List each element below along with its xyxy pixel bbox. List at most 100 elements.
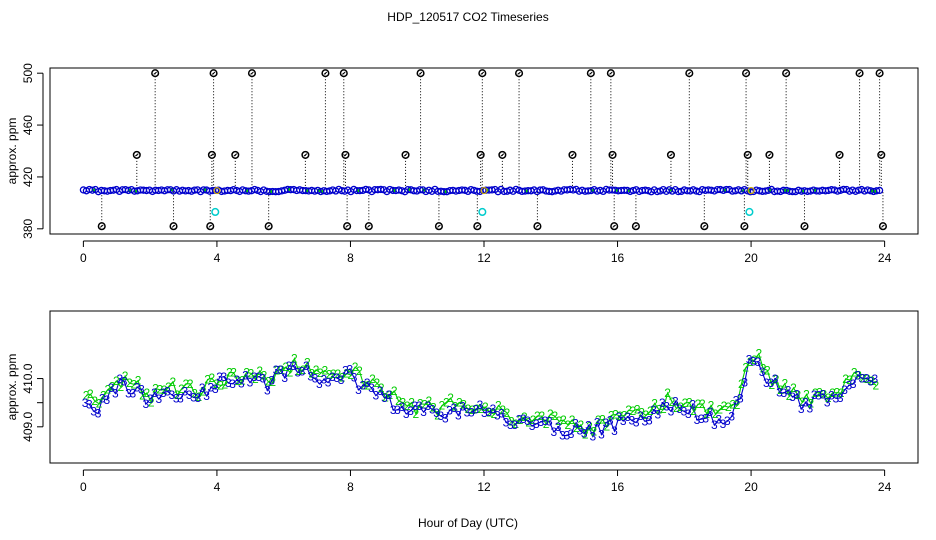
high-spike-point-slash	[480, 71, 485, 75]
series-2-point: 2	[721, 399, 728, 413]
series-3-point: 3	[438, 409, 445, 423]
low-spike-point-slash	[367, 224, 371, 228]
series-2-point: 2	[421, 397, 428, 411]
series-2-point: 2	[291, 352, 298, 366]
series-2-point: 2	[682, 396, 689, 410]
series-2-point: 2	[426, 394, 433, 408]
series-2-point: 2	[864, 372, 871, 386]
series-2-point: 2	[226, 366, 233, 380]
mid-spike-point-slash	[233, 153, 238, 157]
series-3-point: 3	[642, 414, 649, 428]
series-3-point: 3	[372, 389, 379, 403]
series-3-point: 3	[672, 395, 679, 409]
top-y-tick-label: 380	[21, 218, 35, 238]
series-3-point: 3	[468, 406, 475, 420]
series-2-point: 2	[586, 419, 593, 433]
mid-spike-point	[743, 150, 752, 159]
series-2-point: 2	[525, 415, 532, 429]
top-y-axis-label: approx. ppm	[5, 118, 19, 185]
series-3-point: 3	[798, 402, 805, 416]
high-spike-point-slash	[687, 71, 692, 75]
series-2-point: 2	[222, 378, 229, 392]
series-3-point: 3	[533, 417, 540, 431]
series-3-point: 3	[307, 370, 314, 384]
series-3-point: 3	[208, 381, 215, 395]
high-spike-point	[321, 69, 330, 78]
series-3-point: 3	[603, 416, 610, 430]
series-2-point: 2	[634, 402, 641, 416]
series-2-point: 2	[647, 404, 654, 418]
series-3-point: 3	[364, 376, 371, 390]
high-spike-point-slash	[877, 71, 882, 75]
series-2-point: 2	[486, 405, 493, 419]
series-2-point: 2	[764, 363, 771, 377]
series-2-point: 2	[170, 375, 177, 389]
low-spike-point-slash	[266, 224, 271, 228]
series-2-point: 2	[673, 401, 680, 415]
mid-spike-point-slash	[669, 153, 673, 157]
series-3-point: 3	[589, 429, 596, 443]
series-3-point: 3	[872, 372, 879, 386]
series-2-point: 2	[278, 363, 285, 377]
mid-spike-point	[608, 150, 617, 159]
series-3-point: 3	[247, 376, 254, 390]
series-2-point: 2	[339, 371, 346, 385]
series-3-point: 3	[598, 427, 605, 441]
series-2-point: 2	[504, 406, 511, 420]
series-2-point: 2	[621, 409, 628, 423]
series-3-point: 3	[155, 392, 162, 406]
series-3-point: 3	[264, 383, 271, 397]
series-2-point: 2	[695, 397, 702, 411]
series-2-point: 2	[252, 372, 259, 386]
calibration-point	[213, 186, 221, 195]
series-2-point: 2	[625, 403, 632, 417]
series-3-point: 3	[815, 388, 822, 402]
series-3-point: 3	[359, 379, 366, 393]
series-3-point: 3	[325, 376, 332, 390]
series-2-point: 2	[495, 399, 502, 413]
series-3-point: 3	[86, 398, 93, 412]
series-3-point: 3	[833, 391, 840, 405]
low-spike-point-slash	[881, 224, 885, 228]
series-2-point: 2	[317, 366, 324, 380]
series-3-point: 3	[741, 375, 748, 389]
series-2-point: 2	[747, 355, 754, 369]
series-2-point: 2	[716, 402, 723, 416]
series-2-point: 2	[174, 388, 181, 402]
series-3-point: 3	[637, 409, 644, 423]
low-spike-point	[533, 222, 542, 231]
mid-spike-point-slash	[837, 153, 842, 157]
series-3-point: 3	[767, 376, 774, 390]
series-3-point: 3	[563, 429, 570, 443]
mid-spike-point-slash	[745, 153, 750, 157]
series-3-point: 3	[576, 424, 583, 438]
baseline-point	[875, 186, 884, 195]
series-2-point: 2	[447, 391, 454, 405]
low-spike-point-slash	[437, 224, 441, 228]
series-3-point: 3	[221, 370, 228, 384]
series-2-point: 2	[755, 347, 762, 361]
series-3-point: 3	[273, 363, 280, 377]
series-2-point: 2	[326, 367, 333, 381]
series-2-point: 2	[200, 385, 207, 399]
mid-spike-point-slash	[879, 153, 884, 157]
series-2-point: 2	[152, 382, 159, 396]
series-2-point: 2	[104, 383, 111, 397]
series-3-point: 3	[485, 405, 492, 419]
top-x-tick-label: 16	[611, 251, 625, 265]
series-2-point: 2	[395, 394, 402, 408]
series-3-point: 3	[867, 375, 874, 389]
series-3-point: 3	[776, 385, 783, 399]
series-3-point: 3	[377, 384, 384, 398]
series-3-point: 3	[793, 387, 800, 401]
series-2-point: 2	[807, 397, 814, 411]
series-3-point: 3	[290, 359, 297, 373]
series-3-point: 3	[772, 372, 779, 386]
series-3-point: 3	[789, 390, 796, 404]
series-2-point: 2	[729, 398, 736, 412]
series-3-point: 3	[516, 413, 523, 427]
series-3-point: 3	[229, 377, 236, 391]
high-spike-point-slash	[744, 71, 748, 75]
series-3-point: 3	[529, 419, 536, 433]
